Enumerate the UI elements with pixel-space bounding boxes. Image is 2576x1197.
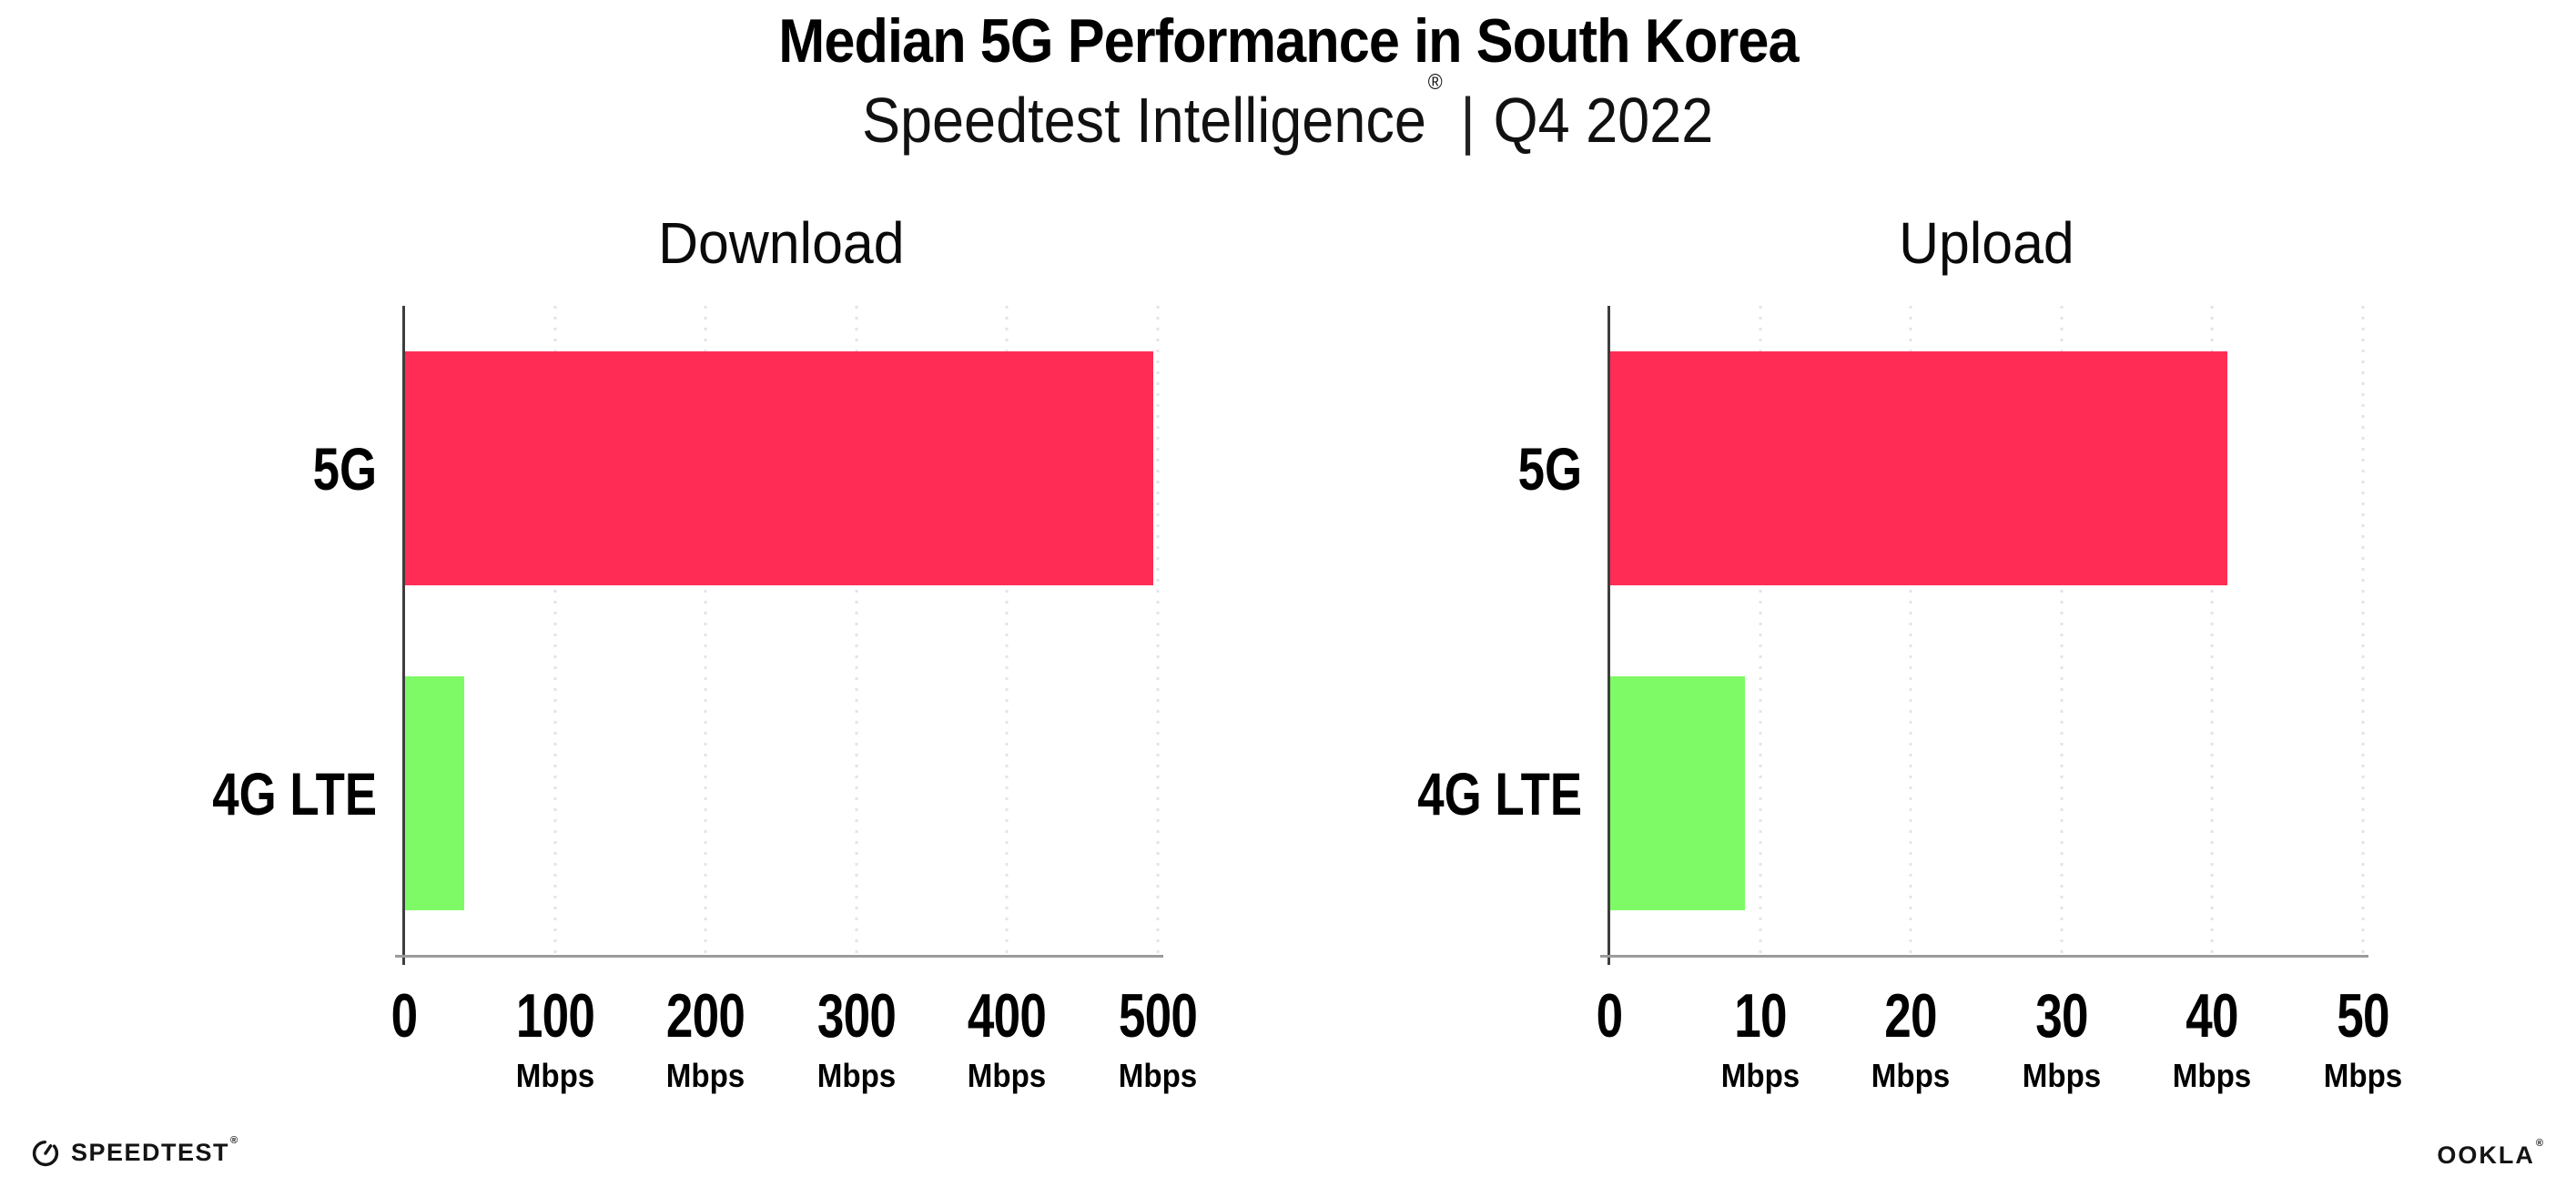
tick-number: 200 bbox=[666, 981, 745, 1050]
tick-unit: Mbps bbox=[1118, 1057, 1198, 1094]
registered-mark: ® bbox=[1428, 69, 1443, 95]
x-tick-0: 0 bbox=[1491, 985, 1728, 1047]
upload-chart: Upload 5G 4G LTE 0 10 Mbps 20 Mbps 30 Mbps 40 Mbps… bbox=[1417, 210, 2402, 1092]
tick-unit: Mbps bbox=[2173, 1057, 2252, 1094]
gridline-40-mbps bbox=[2210, 306, 2214, 956]
subtitle-brand: Speedtest Intelligence bbox=[862, 85, 1427, 156]
subtitle-divider: | bbox=[1460, 85, 1476, 156]
gridline-50-mbps bbox=[2361, 306, 2365, 956]
speedtest-wordmark: SPEEDTEST® bbox=[71, 1134, 239, 1166]
category-label-4g-lte: 4G LTE bbox=[0, 631, 377, 956]
x-tick-20: 20 Mbps bbox=[1792, 985, 2029, 1092]
page-title-text: Median 5G Performance in South Korea bbox=[777, 6, 1799, 76]
x-tick-10: 10 Mbps bbox=[1642, 985, 1879, 1092]
tick-unit: Mbps bbox=[665, 1057, 745, 1094]
x-axis-line bbox=[395, 955, 1163, 958]
tick-number: 100 bbox=[515, 981, 595, 1050]
tick-number: 20 bbox=[1884, 981, 1937, 1050]
gridline-400-mbps bbox=[1005, 306, 1009, 956]
x-axis-line bbox=[1600, 955, 2368, 958]
tick-unit: Mbps bbox=[968, 1057, 1047, 1094]
ookla-logo: OOKLA® bbox=[2437, 1138, 2545, 1169]
x-tick-100: 100 Mbps bbox=[437, 985, 674, 1092]
bar-5g-upload bbox=[1609, 350, 2227, 585]
tick-number: 30 bbox=[2035, 981, 2088, 1050]
x-tick-200: 200 Mbps bbox=[587, 985, 824, 1092]
tick-number: 0 bbox=[1596, 981, 1624, 1050]
speedtest-logo: SPEEDTEST® bbox=[31, 1134, 239, 1167]
category-label-text: 5G bbox=[312, 434, 377, 502]
gridline-100-mbps bbox=[553, 306, 557, 956]
tick-number: 50 bbox=[2337, 981, 2389, 1050]
tick-number: 500 bbox=[1118, 981, 1198, 1050]
category-label-5g: 5G bbox=[1191, 306, 1582, 631]
tick-number: 400 bbox=[968, 981, 1047, 1050]
category-label-4g-lte: 4G LTE bbox=[1191, 631, 1582, 956]
bar-5g-download bbox=[404, 350, 1154, 585]
upload-chart-title: Upload bbox=[1898, 210, 2074, 276]
tick-unit: Mbps bbox=[515, 1057, 594, 1094]
x-tick-30: 30 Mbps bbox=[1943, 985, 2180, 1092]
bar-4g-lte-upload bbox=[1609, 675, 1746, 910]
download-chart: Download 5G 4G LTE 0 100 Mbps 200 Mbps 300 Mbps 4… bbox=[212, 210, 1198, 1092]
tick-unit: Mbps bbox=[1871, 1057, 1951, 1094]
category-label-text: 4G LTE bbox=[1417, 759, 1582, 827]
page-title: Median 5G Performance in South Korea bbox=[0, 5, 2576, 76]
y-axis-line bbox=[402, 306, 405, 965]
ookla-wordmark: OOKLA® bbox=[2437, 1138, 2545, 1169]
gridline-30-mbps bbox=[2060, 306, 2064, 956]
speedtest-registered-mark: ® bbox=[230, 1134, 239, 1146]
tick-number: 0 bbox=[390, 981, 419, 1050]
x-tick-40: 40 Mbps bbox=[2094, 985, 2330, 1092]
subtitle-period: Q4 2022 bbox=[1493, 85, 1714, 156]
tick-unit: Mbps bbox=[2022, 1057, 2102, 1094]
bar-4g-lte-download bbox=[404, 675, 465, 910]
gridline-200-mbps bbox=[704, 306, 707, 956]
tick-number: 40 bbox=[2186, 981, 2239, 1050]
tick-unit: Mbps bbox=[1720, 1057, 1800, 1094]
category-label-text: 4G LTE bbox=[212, 759, 377, 827]
category-label-5g: 5G bbox=[0, 306, 377, 631]
ookla-registered-mark: ® bbox=[2535, 1138, 2545, 1149]
x-tick-500: 500 Mbps bbox=[1040, 985, 1276, 1092]
tick-unit: Mbps bbox=[816, 1057, 897, 1094]
page-subtitle: Speedtest Intelligence® | Q4 2022 bbox=[0, 70, 2576, 157]
category-label-text: 5G bbox=[1517, 434, 1582, 502]
tick-number: 10 bbox=[1733, 981, 1787, 1050]
gridline-300-mbps bbox=[855, 306, 858, 956]
x-tick-300: 300 Mbps bbox=[738, 985, 975, 1092]
tick-number: 300 bbox=[816, 981, 897, 1050]
x-tick-400: 400 Mbps bbox=[888, 985, 1125, 1092]
gridline-10-mbps bbox=[1759, 306, 1762, 956]
tick-unit: Mbps bbox=[2323, 1057, 2403, 1094]
download-chart-title: Download bbox=[657, 210, 905, 276]
y-axis-line bbox=[1607, 306, 1610, 965]
gridline-500-mbps bbox=[1156, 306, 1160, 956]
x-tick-50: 50 Mbps bbox=[2245, 985, 2481, 1092]
gridline-20-mbps bbox=[1909, 306, 1912, 956]
x-tick-0: 0 bbox=[286, 985, 522, 1047]
speedtest-gauge-icon bbox=[32, 1140, 59, 1167]
